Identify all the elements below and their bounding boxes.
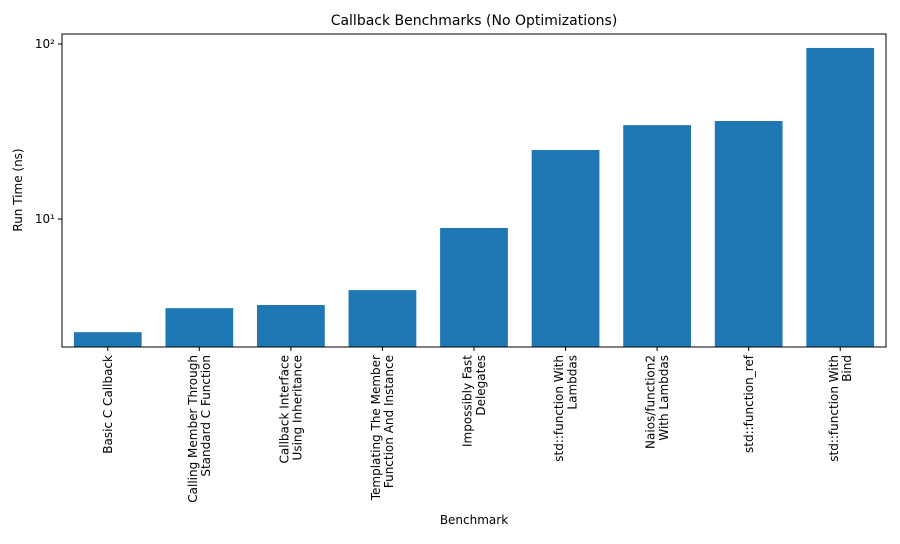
x-tick-label: Callback InterfaceUsing Inheritance bbox=[277, 355, 304, 463]
bar bbox=[531, 150, 600, 347]
y-tick-label: 10² bbox=[35, 37, 55, 51]
x-tick-label: std::function WithLambdas bbox=[552, 355, 579, 462]
bar bbox=[348, 290, 417, 347]
bar bbox=[714, 121, 783, 348]
y-axis-label: Run Time (ns) bbox=[11, 148, 25, 231]
x-axis-label: Benchmark bbox=[440, 513, 508, 527]
x-tick-label: Templating The MemberFunction And Instan… bbox=[369, 355, 396, 501]
x-tick-label: std::function_ref bbox=[742, 354, 756, 453]
bar bbox=[257, 305, 325, 347]
plot-frame bbox=[61, 33, 887, 348]
x-tick-label: Calling Member ThroughStandard C Functio… bbox=[186, 355, 213, 503]
bar bbox=[623, 125, 691, 347]
chart-title: Callback Benchmarks (No Optimizations) bbox=[331, 13, 618, 29]
y-tick-label: 10¹ bbox=[35, 212, 55, 226]
x-tick-label: Naios/function2With Lambdas bbox=[644, 355, 671, 449]
bar bbox=[73, 332, 142, 347]
bar bbox=[440, 227, 508, 347]
x-tick-label: std::function WithBind bbox=[827, 355, 854, 462]
bar bbox=[806, 47, 875, 348]
bar bbox=[165, 308, 234, 347]
x-tick-label: Basic C Callback bbox=[101, 355, 115, 454]
x-tick-label: Impossibly FastDelegates bbox=[461, 355, 488, 447]
